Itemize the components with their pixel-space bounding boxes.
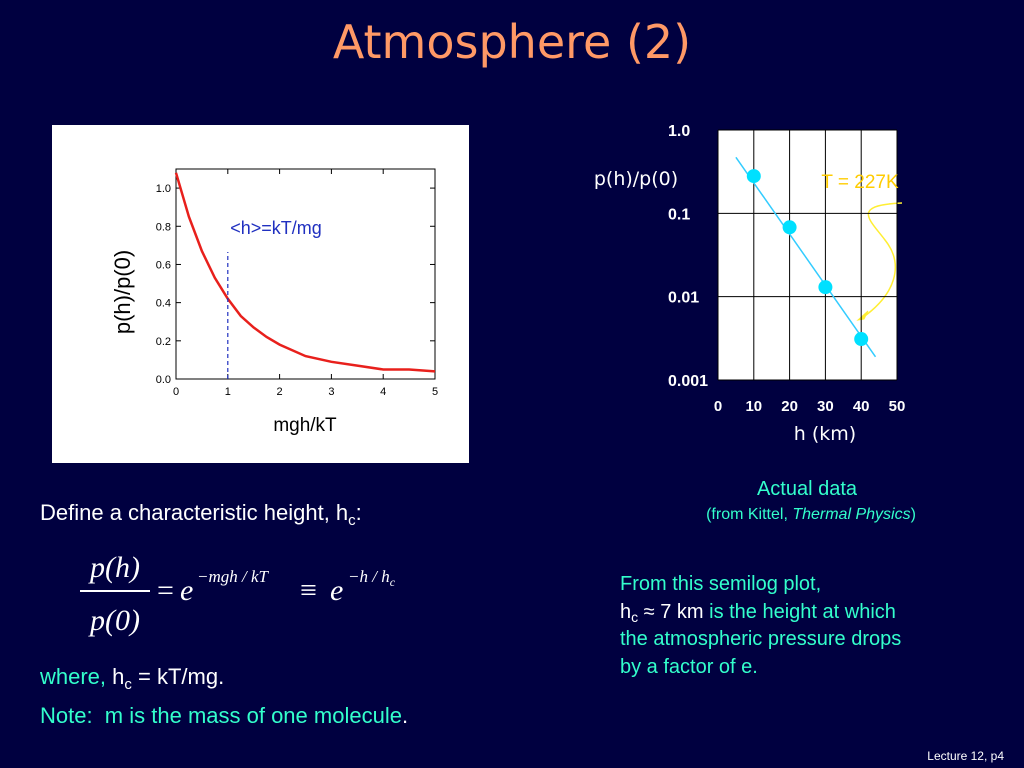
- equiv: ≡: [300, 574, 317, 607]
- x-tick-label: 20: [781, 398, 798, 415]
- text: where,: [39, 664, 112, 689]
- y-tick-label: 0.2: [156, 336, 171, 348]
- text: :: [356, 500, 362, 525]
- y-tick-label: 0.0: [156, 374, 171, 386]
- slide-title: Atmosphere (2): [333, 15, 691, 69]
- subscript: c: [390, 575, 396, 589]
- subscript: c: [124, 676, 132, 693]
- caption: (from Kittel, Thermal Physics): [706, 506, 916, 523]
- y-tick-label: 1.0: [668, 123, 690, 140]
- text: .: [402, 703, 408, 728]
- chart-panel: [52, 125, 469, 463]
- text: Define a characteristic height, h: [40, 500, 348, 525]
- x-tick-label: 3: [328, 386, 334, 398]
- caption: Actual data: [757, 478, 858, 500]
- x-tick-label: 5: [432, 386, 438, 398]
- define-text: Define a characteristic height, hc:: [40, 500, 362, 529]
- arrow: [861, 202, 903, 319]
- data-point: [818, 280, 833, 295]
- x-tick-label: 10: [745, 398, 762, 415]
- data-point: [746, 169, 761, 184]
- y-axis-label: p(h)/p(0): [110, 250, 135, 334]
- numerator: p(h): [88, 551, 140, 584]
- x-tick-label: 40: [853, 398, 870, 415]
- text: is the height at which: [704, 601, 896, 623]
- y-tick-label: 0.1: [668, 206, 690, 223]
- text: ): [911, 506, 916, 523]
- y-tick-label: 0.6: [156, 259, 171, 271]
- text: hc ≈ 7 km is the height at which: [620, 601, 896, 625]
- text: the atmospheric pressure drops: [620, 628, 901, 650]
- x-axis-label: h (km): [794, 423, 856, 445]
- exponent: −h / hc: [348, 567, 396, 589]
- annotation: <h>=kT/mg: [230, 218, 322, 238]
- subscript: c: [631, 609, 638, 625]
- fit-line: [735, 156, 877, 358]
- text: = kT/mg.: [132, 664, 224, 689]
- text: by a factor of e.: [620, 656, 758, 678]
- x-tick-label: 4: [380, 386, 386, 398]
- y-tick-label: 0.001: [668, 373, 708, 390]
- y-tick-label: 0.01: [668, 290, 699, 307]
- subscript: c: [348, 512, 356, 529]
- x-tick-label: 0: [173, 386, 179, 398]
- base: e: [180, 574, 193, 607]
- x-tick-label: 1: [225, 386, 231, 398]
- x-axis-label: mgh/kT: [273, 415, 337, 436]
- y-tick-label: 0.4: [156, 298, 171, 310]
- where-text: where, hc = kT/mg.: [39, 664, 224, 693]
- x-tick-label: 50: [889, 398, 906, 415]
- text: ≈ 7 km: [638, 601, 703, 623]
- x-tick-label: 30: [817, 398, 834, 415]
- y-axis-label: p(h)/p(0): [594, 168, 678, 190]
- exponent: −mgh / kT: [197, 567, 270, 586]
- footer: Lecture 12, p4: [927, 749, 1004, 763]
- y-tick-label: 1.0: [156, 183, 171, 195]
- note-text: Note: m is the mass of one molecule.: [40, 703, 408, 728]
- annotation: T = 227K: [821, 172, 899, 193]
- text: From this semilog plot,: [620, 573, 821, 595]
- text: Thermal Physics: [792, 506, 910, 523]
- data-point: [854, 332, 869, 347]
- denominator: p(0): [88, 604, 140, 637]
- text: Note: m is the mass of one molecule: [40, 703, 402, 728]
- equation: p(h) p(0) = e −mgh / kT ≡ e −h / hc: [80, 551, 396, 637]
- comment: From this semilog plot, hc ≈ 7 km is the…: [620, 573, 901, 678]
- text: (from Kittel,: [706, 506, 792, 523]
- plot-frame: [175, 168, 436, 380]
- data-point: [782, 220, 797, 235]
- base: e: [330, 574, 343, 607]
- plot-area: [718, 130, 897, 380]
- text: h: [112, 664, 124, 689]
- data-line: [174, 172, 436, 373]
- text: h: [620, 601, 631, 623]
- y-tick-label: 0.8: [156, 221, 171, 233]
- text: −h / h: [348, 567, 390, 586]
- x-tick-label: 2: [277, 386, 283, 398]
- equals: =: [157, 574, 174, 607]
- x-tick-label: 0: [714, 398, 722, 415]
